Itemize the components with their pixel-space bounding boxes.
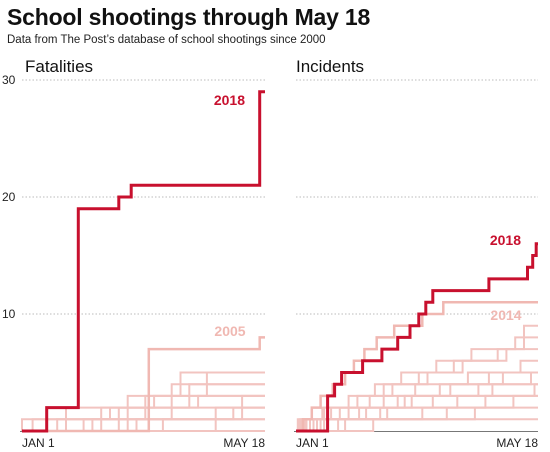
secondary-series-label: 2005 (214, 323, 245, 339)
y-tick-label: 10 (2, 307, 16, 321)
background-series-line (296, 371, 538, 432)
x-tick-label: MAY 18 (223, 436, 265, 450)
highlight-series-label: 2018 (214, 92, 245, 108)
background-series-line (22, 394, 265, 432)
background-series-line (22, 394, 265, 432)
background-series-line (296, 418, 538, 432)
background-series-line (22, 394, 265, 432)
chart-subtitle: Data from The Post’s database of school … (7, 34, 326, 46)
background-series-line (296, 359, 538, 432)
secondary-series-line (296, 301, 538, 433)
x-tick-label: JAN 1 (22, 436, 55, 450)
chart-header: School shootings through May 18 Data fro… (7, 2, 543, 47)
background-series-line (22, 371, 265, 432)
background-series-line (22, 418, 265, 432)
panel-title: Incidents (296, 57, 364, 76)
background-series-line (296, 394, 538, 432)
background-series-line (296, 371, 538, 432)
secondary-series-label: 2014 (490, 307, 521, 323)
fatalities-panel: Fatalities 10 20 30 JAN 1 MAY 18 2005 2018 (2, 57, 265, 450)
secondary-series-line (22, 336, 265, 433)
background-series-line (296, 394, 538, 432)
highlight-series-line (296, 242, 538, 433)
background-series-line (22, 418, 265, 432)
highlight-series-line (22, 90, 265, 433)
x-tick-label: MAY 18 (496, 436, 538, 450)
panel-title: Fatalities (25, 57, 93, 76)
incidents-panel: Incidents JAN 1 MAY 18 2014 2018 (294, 57, 538, 450)
highlight-series-label: 2018 (490, 232, 521, 248)
background-series-line (296, 324, 538, 432)
chart-title: School shootings through May 18 (7, 4, 371, 30)
y-tick-label: 30 (2, 73, 16, 87)
background-series-line (22, 371, 265, 432)
y-tick-label: 20 (2, 190, 16, 204)
background-series-line (296, 371, 538, 432)
x-tick-label: JAN 1 (296, 436, 329, 450)
